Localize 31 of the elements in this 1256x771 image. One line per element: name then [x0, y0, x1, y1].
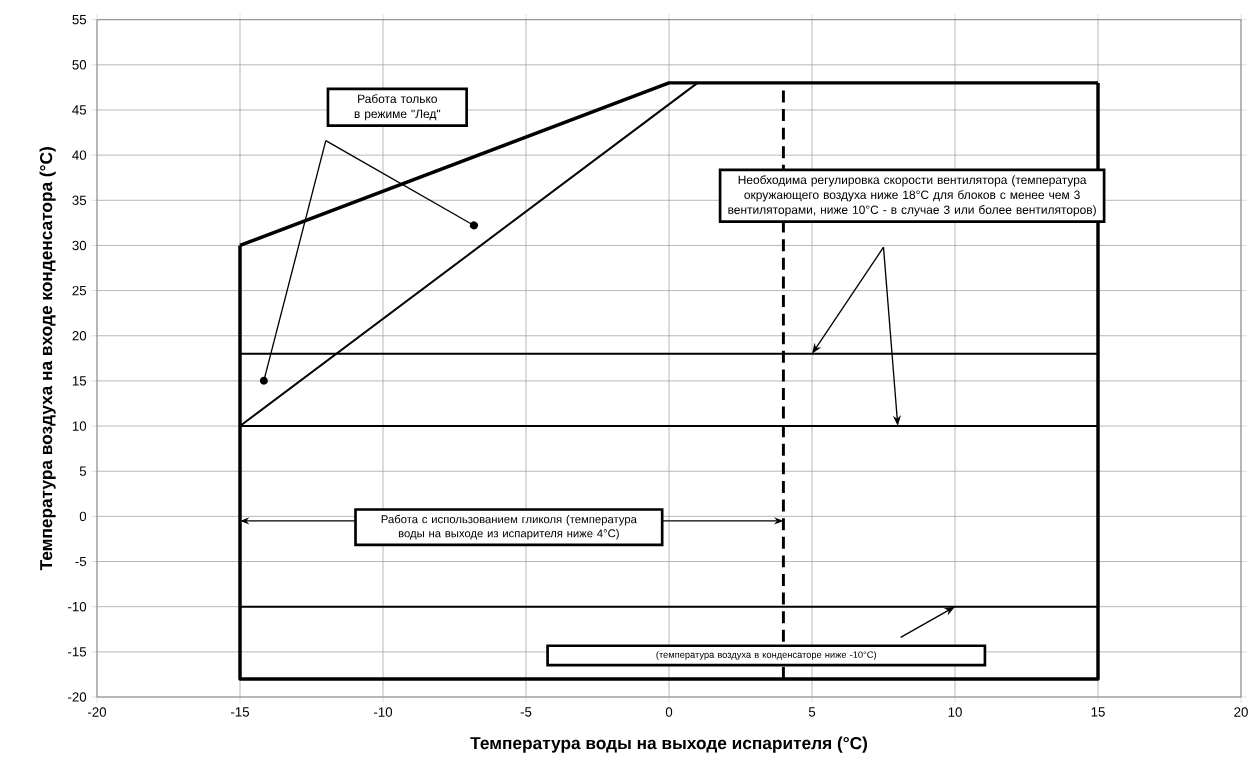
- y-tick-label: -5: [75, 556, 87, 567]
- y-tick-label: 20: [72, 331, 87, 341]
- y-tick-label: 40: [72, 150, 87, 160]
- x-tick-label: 10: [948, 707, 962, 717]
- x-tick-label: 0: [665, 707, 673, 717]
- y-tick-label: 0: [79, 511, 87, 522]
- annotation: Работа только в режиме "Лед": [354, 94, 441, 121]
- x-tick-label: 15: [1091, 707, 1105, 717]
- y-tick-label: 55: [72, 15, 87, 25]
- x-tick-label: -5: [520, 707, 532, 717]
- annotation: Работа с использованием гликоля (температура воды на выходе из испарителя ниже 4°C): [381, 514, 637, 540]
- y-tick-label: 25: [72, 285, 87, 296]
- y-tick-label: 50: [72, 60, 87, 70]
- x-tick-label: -10: [373, 707, 393, 717]
- y-tick-label: 5: [79, 466, 87, 476]
- x-axis-title: Температура воды на выходе испарителя (°C): [470, 736, 867, 753]
- y-tick-label: 15: [72, 376, 87, 386]
- y-tick-label: 45: [72, 105, 87, 115]
- x-tick-label: 20: [1234, 707, 1248, 717]
- y-tick-label: 10: [72, 421, 87, 431]
- y-axis-title: Температура воздуха на входе конденсатора (°C): [39, 147, 56, 571]
- annotation: (температура воздуха в конденсаторе ниже -10°C): [656, 651, 877, 660]
- y-tick-label: 30: [72, 240, 87, 251]
- y-tick-label: 35: [72, 195, 87, 205]
- annotation: Необходима регулировка скорости вентилятора (температура окружающего воздуха ниже 18°C для блоков с менее чем 3 вентиляторами, ниже 10°C - в случае 3 или более вентиляторов): [728, 175, 1096, 217]
- x-tick-label: -15: [230, 707, 250, 717]
- y-tick-label: -20: [68, 692, 87, 702]
- x-tick-label: -20: [87, 707, 107, 717]
- y-tick-label: -15: [68, 647, 87, 657]
- x-tick-label: 5: [808, 707, 816, 717]
- y-tick-label: -10: [68, 601, 87, 612]
